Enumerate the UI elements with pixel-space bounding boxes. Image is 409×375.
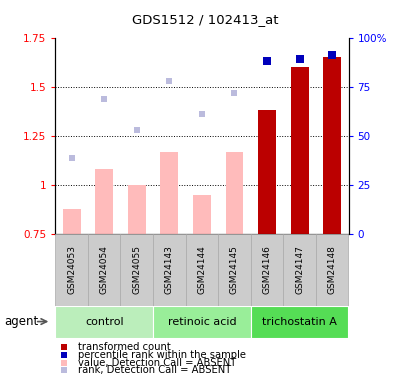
Bar xyxy=(218,234,250,306)
Bar xyxy=(55,234,88,306)
Bar xyxy=(258,110,275,234)
Point xyxy=(166,78,172,84)
Point xyxy=(133,127,140,133)
Text: GSM24145: GSM24145 xyxy=(229,246,238,294)
Text: GSM24053: GSM24053 xyxy=(67,246,76,294)
Bar xyxy=(225,152,243,234)
Point xyxy=(61,368,67,374)
Text: GDS1512 / 102413_at: GDS1512 / 102413_at xyxy=(131,13,278,26)
Bar xyxy=(185,234,218,306)
Point xyxy=(101,96,107,102)
Point xyxy=(61,360,67,366)
Bar xyxy=(128,185,145,234)
Bar xyxy=(315,234,348,306)
Bar xyxy=(88,234,120,306)
Point xyxy=(296,56,302,62)
Bar xyxy=(250,306,348,338)
Point xyxy=(263,58,270,64)
Text: GSM24148: GSM24148 xyxy=(327,246,336,294)
Bar xyxy=(55,306,153,338)
Bar xyxy=(95,170,113,234)
Text: GSM24143: GSM24143 xyxy=(164,246,173,294)
Point xyxy=(328,52,335,58)
Bar xyxy=(160,152,178,234)
Bar xyxy=(120,234,153,306)
Text: transformed count: transformed count xyxy=(78,342,170,352)
Text: GSM24055: GSM24055 xyxy=(132,246,141,294)
Text: value, Detection Call = ABSENT: value, Detection Call = ABSENT xyxy=(78,358,235,368)
Bar xyxy=(153,306,250,338)
Text: control: control xyxy=(85,316,123,327)
Text: GSM24146: GSM24146 xyxy=(262,246,271,294)
Point xyxy=(61,344,67,350)
Text: agent: agent xyxy=(4,315,38,328)
Point xyxy=(231,90,237,96)
Bar xyxy=(322,57,340,234)
Text: retinoic acid: retinoic acid xyxy=(167,316,236,327)
Text: GSM24147: GSM24147 xyxy=(294,246,303,294)
Text: rank, Detection Call = ABSENT: rank, Detection Call = ABSENT xyxy=(78,365,230,375)
Text: percentile rank within the sample: percentile rank within the sample xyxy=(78,350,245,360)
Point xyxy=(68,154,75,160)
Text: GSM24054: GSM24054 xyxy=(99,246,108,294)
Bar xyxy=(63,209,81,234)
Bar xyxy=(283,234,315,306)
Point xyxy=(198,111,204,117)
Bar xyxy=(153,234,185,306)
Bar xyxy=(290,67,308,234)
Bar xyxy=(193,195,210,234)
Text: trichostatin A: trichostatin A xyxy=(262,316,336,327)
Bar xyxy=(250,234,283,306)
Text: GSM24144: GSM24144 xyxy=(197,246,206,294)
Point xyxy=(61,352,67,358)
